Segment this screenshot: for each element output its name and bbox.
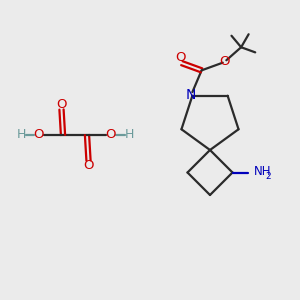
Text: O: O (219, 55, 230, 68)
Text: O: O (56, 98, 67, 111)
Text: O: O (106, 128, 116, 142)
Text: 2: 2 (265, 172, 271, 181)
Text: O: O (175, 51, 186, 64)
Text: H: H (124, 128, 134, 142)
Text: H: H (16, 128, 26, 142)
Text: O: O (34, 128, 44, 142)
Text: O: O (83, 159, 94, 172)
Text: NH: NH (254, 165, 271, 178)
Text: N: N (186, 88, 196, 102)
